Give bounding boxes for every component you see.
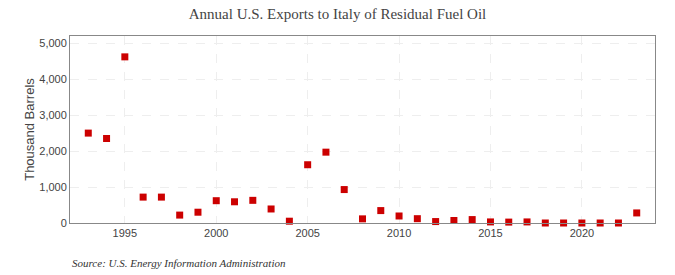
svg-text:2010: 2010 [387,227,411,239]
svg-text:Annual U.S. Exports to Italy o: Annual U.S. Exports to Italy of Residual… [189,6,486,22]
svg-text:5,000: 5,000 [39,37,67,49]
svg-text:2020: 2020 [570,227,594,239]
svg-text:Source: U.S. Energy Informatio: Source: U.S. Energy Information Administ… [72,257,286,269]
svg-text:0: 0 [61,217,67,229]
svg-text:2,000: 2,000 [39,145,67,157]
svg-text:3,000: 3,000 [39,109,67,121]
svg-text:2000: 2000 [204,227,228,239]
svg-text:Thousand Barrels: Thousand Barrels [22,78,37,181]
svg-text:1,000: 1,000 [39,181,67,193]
svg-text:4,000: 4,000 [39,73,67,85]
svg-text:2005: 2005 [295,227,319,239]
svg-text:2015: 2015 [478,227,502,239]
svg-text:1995: 1995 [113,227,137,239]
